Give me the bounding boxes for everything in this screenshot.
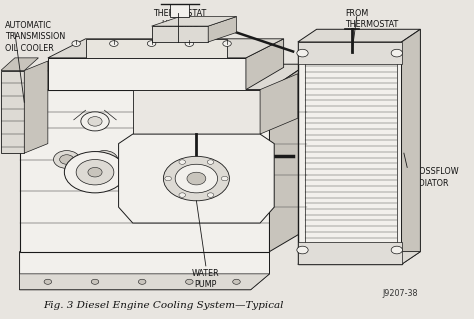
Polygon shape xyxy=(0,58,38,70)
Polygon shape xyxy=(48,58,246,90)
Polygon shape xyxy=(48,39,283,58)
Polygon shape xyxy=(298,42,401,64)
Circle shape xyxy=(97,155,111,164)
Circle shape xyxy=(185,279,193,284)
Circle shape xyxy=(138,279,146,284)
Polygon shape xyxy=(401,29,420,264)
Text: WATER
PUMP: WATER PUMP xyxy=(192,269,219,289)
Circle shape xyxy=(297,246,308,254)
Text: AUTOMATIC
TRANSMISSION
OIL COOLER: AUTOMATIC TRANSMISSION OIL COOLER xyxy=(5,21,66,53)
Circle shape xyxy=(179,193,185,197)
Text: J9207-38: J9207-38 xyxy=(383,289,418,298)
Circle shape xyxy=(109,41,118,47)
Circle shape xyxy=(207,193,214,197)
Circle shape xyxy=(81,112,109,131)
Polygon shape xyxy=(270,64,307,252)
Circle shape xyxy=(60,155,74,164)
Polygon shape xyxy=(19,252,270,290)
Circle shape xyxy=(175,164,218,193)
Circle shape xyxy=(88,167,102,177)
Circle shape xyxy=(221,176,228,181)
Polygon shape xyxy=(246,39,283,90)
Polygon shape xyxy=(298,29,420,42)
Circle shape xyxy=(204,151,231,168)
Polygon shape xyxy=(19,274,270,290)
Circle shape xyxy=(135,155,149,164)
Polygon shape xyxy=(208,17,237,42)
Circle shape xyxy=(88,117,102,126)
Polygon shape xyxy=(152,26,208,42)
Circle shape xyxy=(164,156,229,201)
Circle shape xyxy=(91,151,118,168)
Circle shape xyxy=(187,172,206,185)
Polygon shape xyxy=(260,74,298,134)
Circle shape xyxy=(72,41,81,47)
Circle shape xyxy=(173,155,187,164)
Circle shape xyxy=(91,279,99,284)
Circle shape xyxy=(76,160,114,185)
Circle shape xyxy=(185,41,193,47)
Polygon shape xyxy=(19,90,270,252)
Polygon shape xyxy=(298,252,420,264)
Polygon shape xyxy=(118,134,274,223)
Polygon shape xyxy=(152,17,237,26)
Circle shape xyxy=(207,160,214,164)
Circle shape xyxy=(179,160,185,164)
Circle shape xyxy=(223,41,231,47)
Polygon shape xyxy=(19,64,307,90)
Circle shape xyxy=(210,155,225,164)
Circle shape xyxy=(64,152,126,193)
Circle shape xyxy=(391,49,402,57)
Circle shape xyxy=(129,151,155,168)
Polygon shape xyxy=(0,70,24,153)
Text: FROM
THERMOSTAT
HOUSING: FROM THERMOSTAT HOUSING xyxy=(345,9,398,40)
Polygon shape xyxy=(171,4,189,17)
Text: Fig. 3 Diesel Engine Cooling System—Typical: Fig. 3 Diesel Engine Cooling System—Typi… xyxy=(43,301,283,310)
Circle shape xyxy=(44,279,52,284)
Circle shape xyxy=(297,49,308,57)
Text: CROSSFLOW
RADIATOR: CROSSFLOW RADIATOR xyxy=(409,167,459,188)
Circle shape xyxy=(147,41,156,47)
Circle shape xyxy=(54,151,80,168)
Circle shape xyxy=(167,151,193,168)
Polygon shape xyxy=(298,242,401,264)
Circle shape xyxy=(233,279,240,284)
Circle shape xyxy=(165,176,172,181)
Circle shape xyxy=(391,246,402,254)
Polygon shape xyxy=(133,90,260,134)
Polygon shape xyxy=(24,61,48,153)
Polygon shape xyxy=(86,39,227,58)
Polygon shape xyxy=(298,42,401,264)
Text: THERMOSTAT
HOUSING: THERMOSTAT HOUSING xyxy=(153,9,207,29)
